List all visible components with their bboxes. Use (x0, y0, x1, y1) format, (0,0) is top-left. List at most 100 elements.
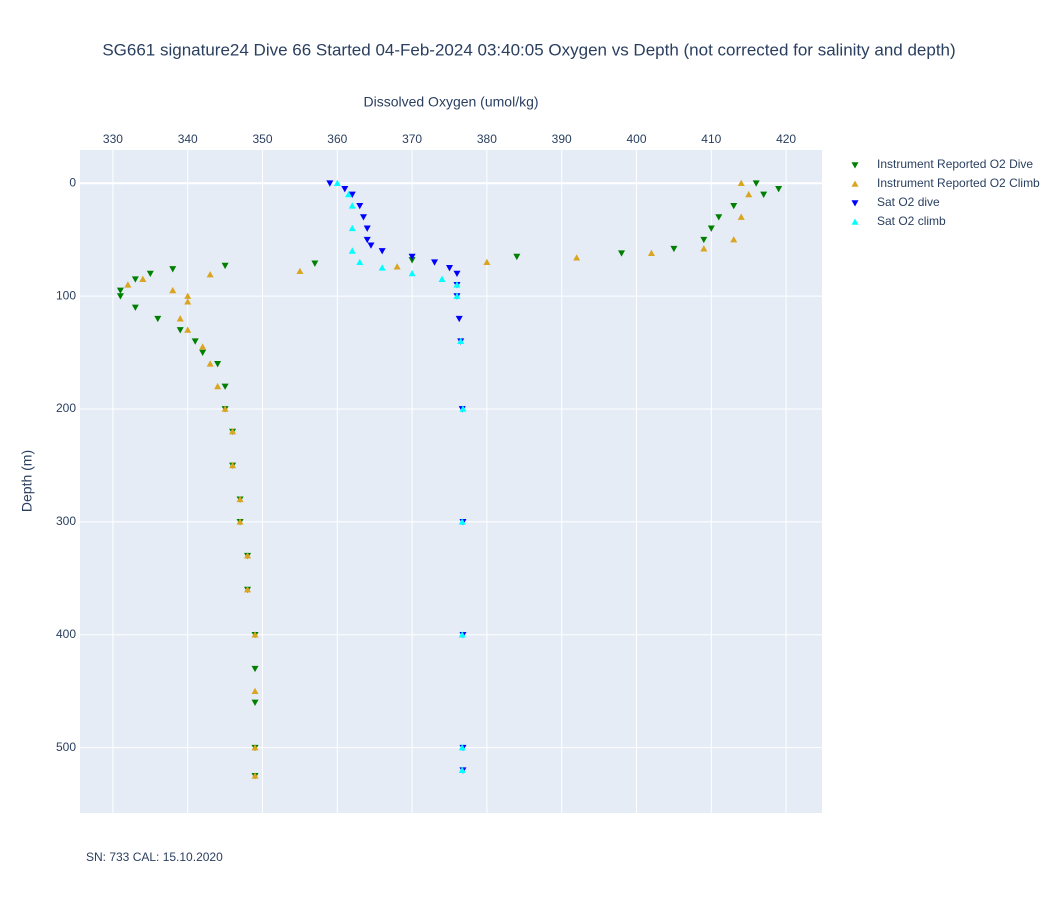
data-point (348, 191, 356, 198)
data-point (458, 744, 466, 751)
data-point (184, 292, 192, 299)
plot-area (80, 150, 822, 813)
data-point (760, 191, 768, 198)
data-point (311, 260, 319, 267)
data-point (458, 766, 466, 774)
data-point (618, 250, 626, 257)
data-point (199, 349, 207, 357)
y-axis-title: Depth (m) (19, 450, 35, 512)
legend-label: Instrument Reported O2 Climb (877, 176, 1040, 190)
data-point (458, 631, 466, 638)
x-tick-label: 340 (178, 132, 198, 146)
x-tick-label: 390 (552, 132, 572, 146)
data-point (214, 361, 222, 368)
data-point (453, 270, 461, 278)
data-point (214, 382, 222, 390)
data-point (715, 214, 723, 221)
data-point (176, 327, 184, 334)
legend-label: Sat O2 climb (877, 214, 946, 228)
data-point (453, 281, 461, 288)
data-point (176, 315, 184, 322)
data-point (184, 298, 192, 305)
data-point (251, 744, 259, 751)
data-point (647, 249, 655, 256)
data-point (367, 242, 375, 249)
data-point (348, 247, 356, 254)
data-point (408, 257, 416, 264)
data-point (408, 270, 416, 277)
data-point (154, 315, 162, 323)
data-point (236, 518, 244, 525)
y-tick-label: 300 (56, 514, 76, 528)
data-point (116, 293, 124, 300)
data-point (184, 326, 192, 333)
data-point (199, 343, 207, 350)
x-axis-title: Dissolved Oxygen (umol/kg) (363, 94, 538, 110)
data-point (431, 259, 439, 266)
data-point (251, 631, 259, 638)
data-point (752, 180, 760, 187)
data-point (700, 236, 708, 244)
legend-marker (851, 162, 859, 169)
data-point (438, 275, 446, 282)
data-point (146, 270, 154, 278)
data-point (363, 236, 371, 244)
data-point (483, 258, 491, 266)
data-point (359, 214, 367, 221)
data-point (251, 699, 259, 706)
data-point (700, 245, 708, 252)
data-point (229, 461, 237, 469)
data-point (459, 405, 467, 412)
data-point (378, 248, 386, 255)
y-tick-label: 200 (56, 401, 76, 415)
data-point (345, 190, 353, 198)
data-point (191, 338, 199, 345)
y-tick-label: 100 (56, 288, 76, 302)
data-point (737, 179, 745, 186)
data-point (131, 276, 139, 283)
data-point (378, 264, 386, 271)
legend-marker (851, 200, 859, 207)
data-point (296, 267, 304, 275)
data-point (244, 552, 252, 559)
chart-title: SG661 signature24 Dive 66 Started 04-Feb… (102, 40, 955, 59)
data-point (251, 687, 259, 694)
data-point (356, 258, 364, 266)
x-tick-label: 370 (402, 132, 422, 146)
data-point (446, 265, 454, 272)
data-point (363, 225, 371, 232)
data-point (206, 271, 214, 278)
data-point (326, 180, 334, 187)
x-tick-label: 410 (701, 132, 721, 146)
x-tick-label: 360 (327, 132, 347, 146)
data-point (737, 213, 745, 220)
data-point (169, 266, 177, 273)
x-tick-label: 330 (103, 132, 123, 146)
data-point (333, 179, 341, 186)
legend: Instrument Reported O2 Dive Instrument Re… (851, 157, 1040, 228)
data-point (221, 262, 229, 270)
data-point (707, 225, 715, 232)
data-point (341, 186, 349, 193)
x-tick-label: 350 (252, 132, 272, 146)
data-point (206, 360, 214, 367)
data-point (730, 202, 738, 210)
data-point (169, 286, 177, 294)
data-point (139, 275, 147, 282)
data-point (775, 186, 783, 193)
data-point (131, 304, 139, 311)
data-point (457, 337, 465, 345)
data-point (573, 254, 581, 261)
legend-label: Sat O2 dive (877, 195, 940, 209)
legend-label: Instrument Reported O2 Dive (877, 157, 1033, 171)
data-point (221, 383, 229, 390)
y-tick-label: 500 (56, 740, 76, 754)
footnote: SN: 733 CAL: 15.10.2020 (86, 850, 223, 864)
data-point (513, 253, 521, 261)
legend-marker (851, 180, 859, 187)
x-tick-label: 420 (776, 132, 796, 146)
data-point (244, 586, 252, 593)
legend-marker (851, 218, 859, 225)
data-point (670, 245, 678, 253)
